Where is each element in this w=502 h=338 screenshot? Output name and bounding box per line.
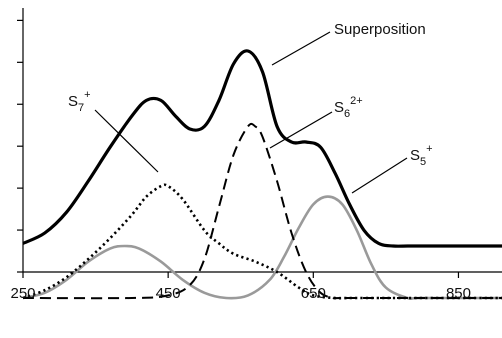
series-label: S62+: [334, 95, 363, 120]
series-label-base: S: [68, 93, 78, 110]
series-line-2: [22, 122, 502, 300]
callout-line: [351, 157, 408, 194]
series-label: S5+: [410, 143, 433, 168]
callout-line: [271, 31, 331, 66]
series-label-superscript: +: [84, 89, 90, 101]
x-tick-label: 250: [10, 285, 35, 302]
series-line-0: [22, 49, 502, 248]
series-label: S7+: [68, 89, 91, 114]
callout-line: [94, 109, 159, 173]
series-label-superscript: 2+: [350, 95, 363, 107]
x-tick-label: 450: [156, 285, 181, 302]
series-label-subscript: 7: [78, 102, 84, 114]
x-tick-label: 850: [446, 285, 471, 302]
series-label: Superposition: [334, 21, 426, 38]
series-line-1: [22, 183, 502, 300]
series-label-subscript: 6: [344, 108, 350, 120]
series-label-base: Superposition: [334, 21, 426, 38]
series-label-superscript: +: [426, 143, 432, 155]
x-tick-labels: 250 450 650 850: [10, 285, 470, 302]
series-label-base: S: [334, 99, 344, 116]
callout-line: [269, 111, 333, 149]
series-label-base: S: [410, 147, 420, 164]
curves: [22, 49, 502, 301]
axes: [17, 8, 502, 278]
series-label-subscript: 5: [420, 156, 426, 168]
series-line-3: [22, 195, 502, 301]
x-tick-label: 650: [301, 285, 326, 302]
